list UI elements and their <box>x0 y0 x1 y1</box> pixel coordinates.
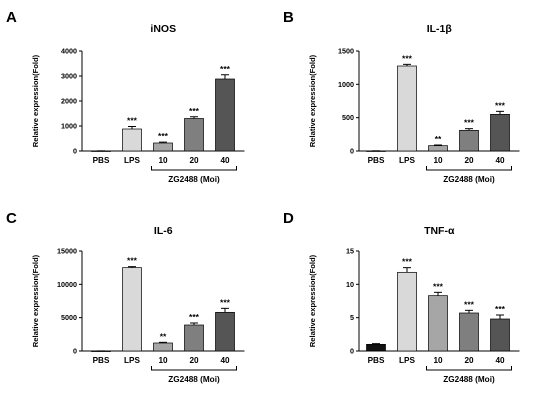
significance-label: *** <box>402 53 413 63</box>
panel-label: C <box>6 210 17 227</box>
x-tick-label: 10 <box>158 156 168 165</box>
significance-label: *** <box>495 304 506 314</box>
y-tick-label: 500 <box>342 113 354 122</box>
y-axis-label: Relative expression(Fold) <box>31 54 40 147</box>
chart-panel-b: B IL-1β Relative expression(Fold) 0 500 1000 1… <box>283 9 520 184</box>
y-tick-label: 5 <box>350 313 354 322</box>
significance-label: *** <box>220 64 231 74</box>
x-tick-label: PBS <box>368 156 385 165</box>
panel-label: A <box>6 9 17 26</box>
x-tick-label: 40 <box>220 156 230 165</box>
significance-label: ** <box>160 331 167 341</box>
bar-lps <box>122 267 142 352</box>
x-tick-label: 40 <box>495 356 505 365</box>
y-tick-label: 1500 <box>338 47 354 56</box>
y-tick-label: 1000 <box>61 122 77 131</box>
significance-label: *** <box>464 118 475 128</box>
bar-pbs <box>366 343 386 352</box>
x-tick-label: LPS <box>124 356 140 365</box>
bar-10 <box>153 142 173 152</box>
y-axis-label: Relative expression(Fold) <box>308 54 317 147</box>
x-tick-label: 20 <box>464 356 474 365</box>
bar-20 <box>459 312 479 352</box>
y-tick-label: 3000 <box>61 72 77 81</box>
bar-lps <box>122 128 142 152</box>
significance-label: *** <box>495 100 506 110</box>
bar-10 <box>428 295 448 352</box>
x-tick-label: PBS <box>93 356 110 365</box>
y-tick-label: 0 <box>350 147 354 156</box>
significance-label: *** <box>220 297 231 307</box>
significance-label: *** <box>189 312 200 322</box>
y-tick-label: 15000 <box>57 247 77 256</box>
x-tick-label: LPS <box>124 156 140 165</box>
panel-label: D <box>283 210 294 227</box>
x-tick-label: 10 <box>158 356 168 365</box>
x-tick-label: LPS <box>399 356 415 365</box>
y-tick-label: 0 <box>350 347 354 356</box>
y-tick-label: 0 <box>73 147 77 156</box>
significance-label: *** <box>158 131 169 141</box>
y-tick-label: 4000 <box>61 47 77 56</box>
group-label: ZG2488 (Moi) <box>168 175 220 184</box>
group-bracket <box>426 166 512 171</box>
bar-lps <box>397 65 417 152</box>
x-tick-label: 40 <box>220 356 230 365</box>
significance-label: *** <box>189 106 200 116</box>
significance-label: *** <box>433 281 444 291</box>
chart-panel-c: C IL-6 Relative expression(Fold) 0 5000 10000… <box>6 210 245 384</box>
y-tick-label: 10000 <box>57 280 77 289</box>
significance-label: ** <box>435 134 442 144</box>
x-tick-label: 10 <box>433 356 443 365</box>
group-bracket <box>426 366 512 371</box>
y-tick-label: 1000 <box>338 80 354 89</box>
panel-label: B <box>283 9 294 26</box>
y-axis-label: Relative expression(Fold) <box>31 254 40 347</box>
x-tick-label: 20 <box>189 156 199 165</box>
y-tick-label: 5000 <box>61 313 77 322</box>
y-tick-label: 0 <box>73 347 77 356</box>
chart-title: TNF-α <box>424 225 455 237</box>
bar-10 <box>428 145 448 152</box>
x-tick-label: 20 <box>464 156 474 165</box>
bar-40 <box>215 311 235 352</box>
bar-40 <box>490 318 510 352</box>
x-tick-label: LPS <box>399 156 415 165</box>
x-tick-label: 10 <box>433 156 443 165</box>
significance-label: *** <box>464 299 475 309</box>
group-label: ZG2488 (Moi) <box>443 175 495 184</box>
significance-label: *** <box>402 257 413 267</box>
x-tick-label: PBS <box>93 156 110 165</box>
bar-lps <box>397 271 417 352</box>
y-axis-label: Relative expression(Fold) <box>308 254 317 347</box>
group-bracket <box>151 166 237 171</box>
significance-label: *** <box>127 116 138 126</box>
chart-title: iNOS <box>150 23 176 35</box>
significance-label: *** <box>127 256 138 266</box>
bar-40 <box>490 113 510 152</box>
group-bracket <box>151 366 237 371</box>
x-tick-label: 40 <box>495 156 505 165</box>
bar-20 <box>184 324 204 352</box>
y-tick-label: 15 <box>346 247 354 256</box>
group-label: ZG2488 (Moi) <box>443 375 495 384</box>
bar-40 <box>215 78 235 152</box>
y-tick-label: 10 <box>346 280 354 289</box>
group-label: ZG2488 (Moi) <box>168 375 220 384</box>
x-tick-label: 20 <box>189 356 199 365</box>
bar-20 <box>459 129 479 152</box>
x-tick-label: PBS <box>368 356 385 365</box>
y-tick-label: 2000 <box>61 97 77 106</box>
bar-10 <box>153 342 173 352</box>
chart-panel-d: D TNF-α Relative expression(Fold) 0 5 10 15 PBS… <box>283 210 520 384</box>
chart-title: IL-1β <box>427 23 453 35</box>
bar-20 <box>184 118 204 152</box>
chart-title: IL-6 <box>154 225 173 237</box>
